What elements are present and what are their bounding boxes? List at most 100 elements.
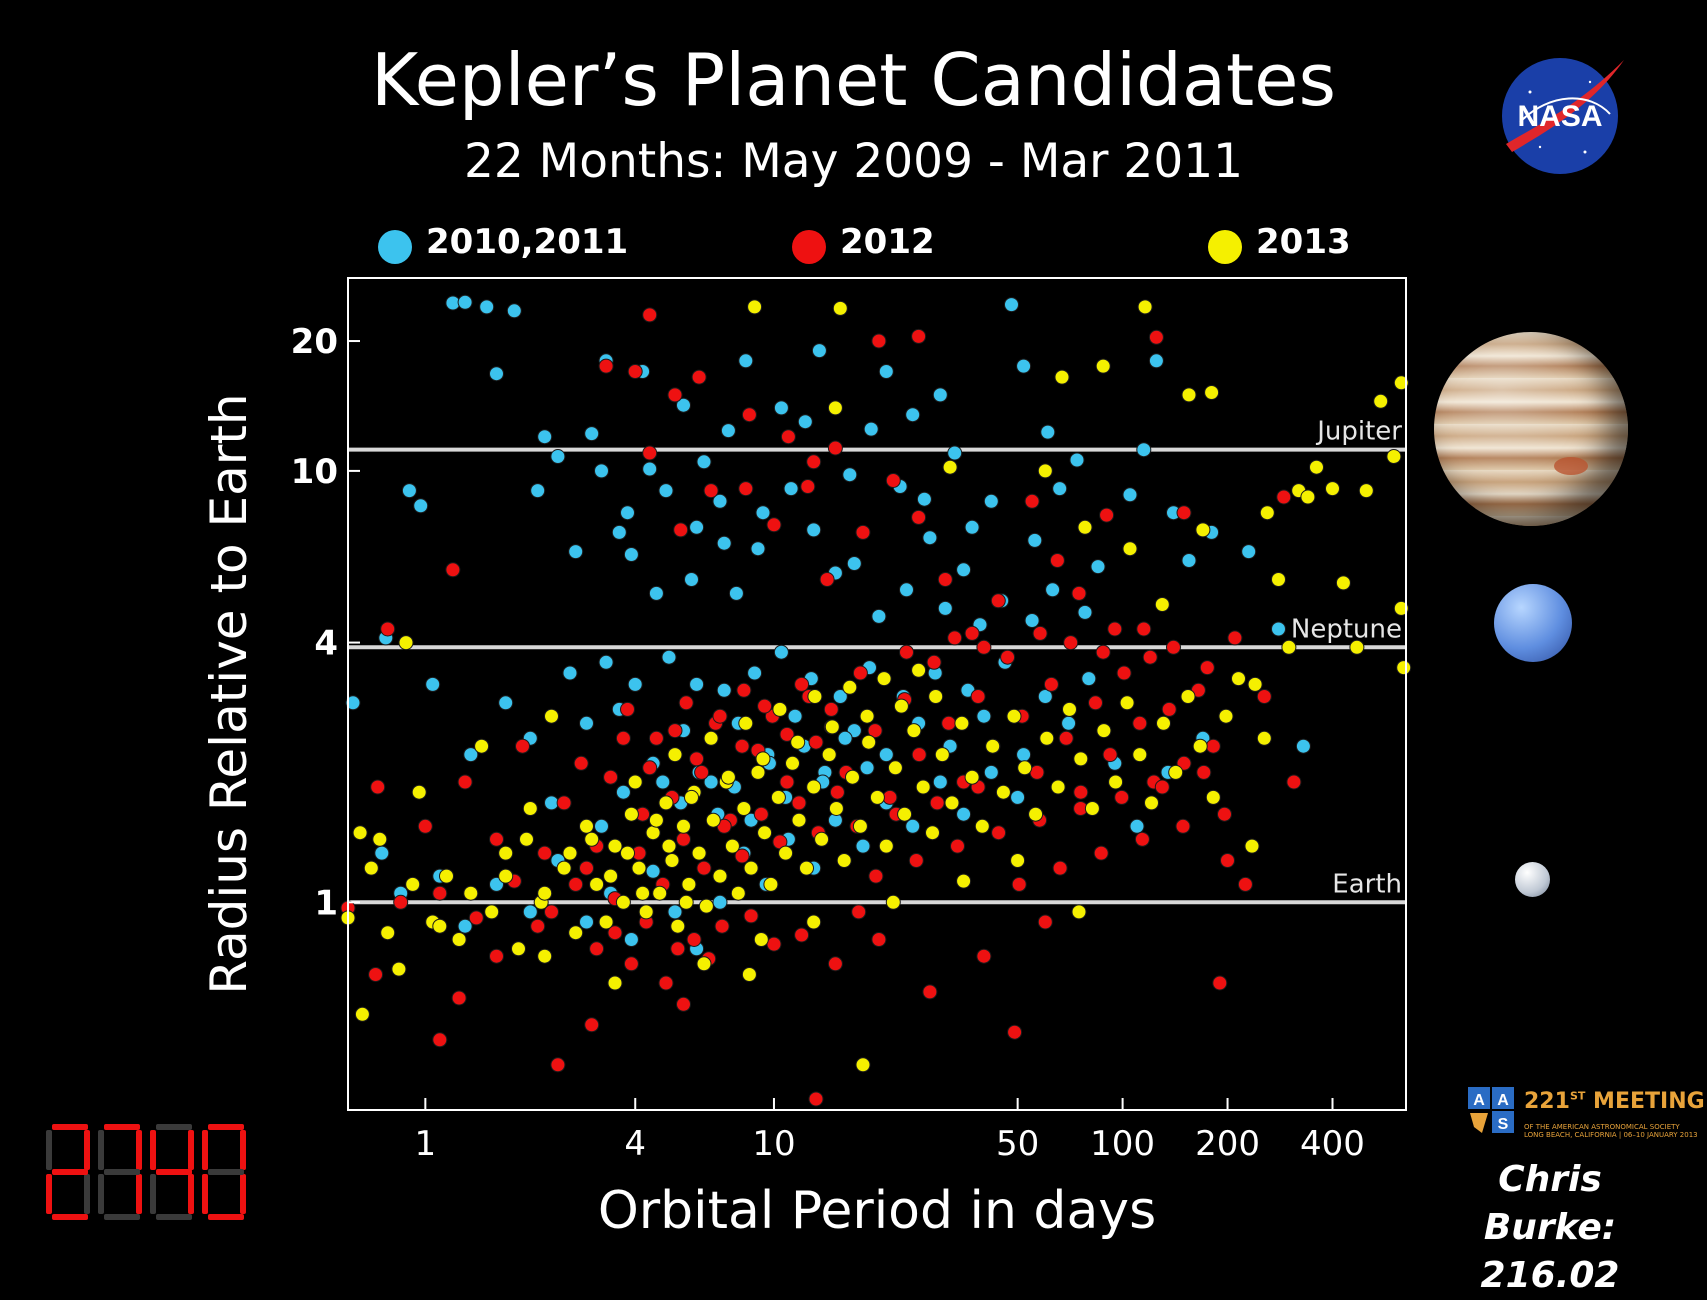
point-2012 xyxy=(806,454,822,470)
point-2013 xyxy=(1017,760,1033,776)
segment-e xyxy=(46,1174,52,1214)
point-2012 xyxy=(686,932,702,947)
point-2013 xyxy=(755,751,771,767)
point-2010-2011 xyxy=(522,904,538,920)
point-2012 xyxy=(1227,630,1243,646)
point-2013 xyxy=(667,747,683,763)
point-2012 xyxy=(1011,876,1027,892)
point-2010-2011 xyxy=(457,918,473,934)
point-2013 xyxy=(956,873,972,889)
point-2010-2011 xyxy=(1090,559,1106,575)
segment-e xyxy=(98,1174,104,1214)
point-2012 xyxy=(530,918,546,934)
point-2012 xyxy=(941,715,957,731)
point-2012 xyxy=(568,876,584,892)
point-2012 xyxy=(800,479,816,494)
point-2012 xyxy=(451,990,467,1006)
point-2010-2011 xyxy=(837,730,853,746)
point-2010-2011 xyxy=(916,491,932,507)
segment-c xyxy=(188,1174,194,1214)
point-2013 xyxy=(1195,522,1211,538)
point-2012 xyxy=(808,1091,824,1107)
y-tick-label: 20 xyxy=(291,322,338,362)
point-2010-2011 xyxy=(642,461,658,477)
point-2010-2011 xyxy=(620,505,635,521)
point-2012 xyxy=(603,769,619,785)
point-2013 xyxy=(607,975,623,991)
segment-f xyxy=(202,1130,208,1170)
point-2012 xyxy=(445,562,461,578)
point-2010-2011 xyxy=(627,676,643,692)
point-2012 xyxy=(623,956,639,972)
reference-label-neptune: Neptune xyxy=(1291,614,1402,644)
point-2012 xyxy=(1205,738,1221,754)
point-2012 xyxy=(642,445,658,461)
point-2013 xyxy=(579,818,594,834)
nasa-logo-text: NASA xyxy=(1517,100,1602,133)
point-2012 xyxy=(1154,779,1170,795)
point-2012 xyxy=(1114,789,1130,805)
aas-logo-mark: A A S xyxy=(1468,1087,1514,1133)
point-2013 xyxy=(1300,489,1316,505)
point-2010-2011 xyxy=(550,449,566,464)
segment-b xyxy=(136,1130,142,1170)
point-2013 xyxy=(1006,708,1022,724)
point-2013 xyxy=(511,941,526,957)
point-2013 xyxy=(821,747,837,763)
point-2012 xyxy=(794,676,810,692)
point-2012 xyxy=(885,473,901,488)
point-2012 xyxy=(1099,507,1115,523)
point-2012 xyxy=(990,593,1006,609)
point-2013 xyxy=(747,299,763,315)
point-2013 xyxy=(498,868,514,884)
point-2012 xyxy=(1049,553,1065,568)
point-2012 xyxy=(1166,639,1181,655)
point-2012 xyxy=(380,621,396,637)
point-2013 xyxy=(1231,671,1246,687)
point-2010-2011 xyxy=(905,407,921,423)
point-2010-2011 xyxy=(797,414,813,430)
presenter-credit: Chris Burke: 216.02 xyxy=(1430,1156,1670,1300)
point-2013 xyxy=(741,967,757,982)
point-2013 xyxy=(1181,387,1197,403)
point-2010-2011 xyxy=(374,845,390,861)
point-2013 xyxy=(1373,393,1389,409)
point-2012 xyxy=(393,894,409,910)
point-2012 xyxy=(738,481,754,497)
point-2012 xyxy=(970,689,986,704)
point-2010-2011 xyxy=(716,535,732,551)
point-2013 xyxy=(799,860,814,876)
point-2012 xyxy=(670,941,686,957)
point-2013 xyxy=(828,801,844,816)
point-2010-2011 xyxy=(956,806,972,822)
point-2013 xyxy=(645,825,661,841)
segment-a xyxy=(104,1124,140,1130)
point-2013 xyxy=(681,876,697,892)
point-2013 xyxy=(887,760,903,776)
point-2010-2011 xyxy=(537,429,553,445)
point-2010-2011 xyxy=(1136,442,1152,458)
point-2013 xyxy=(678,894,694,910)
point-2010-2011 xyxy=(964,519,980,535)
segment-g xyxy=(52,1169,88,1175)
x-tick-label: 400 xyxy=(1300,1124,1365,1164)
legend-swatch xyxy=(1208,230,1242,264)
point-2010-2011 xyxy=(1077,604,1093,620)
point-2010-2011 xyxy=(976,708,992,724)
svg-text:A: A xyxy=(1497,1092,1509,1109)
point-2012 xyxy=(926,654,942,670)
x-tick-label: 50 xyxy=(996,1124,1039,1164)
point-2013 xyxy=(915,779,931,795)
point-2012 xyxy=(1007,1024,1023,1040)
point-2010-2011 xyxy=(773,400,789,416)
point-2013 xyxy=(670,918,686,934)
point-2010-2011 xyxy=(1295,738,1311,754)
point-2010-2011 xyxy=(579,914,594,930)
nasa-logo: NASA xyxy=(1500,52,1628,180)
point-2010-2011 xyxy=(506,303,522,319)
point-2013 xyxy=(1096,723,1112,739)
point-2013 xyxy=(1192,738,1208,754)
point-2010-2011 xyxy=(1181,553,1197,568)
y-axis-ticks: 1 4 10 20 xyxy=(291,322,360,923)
